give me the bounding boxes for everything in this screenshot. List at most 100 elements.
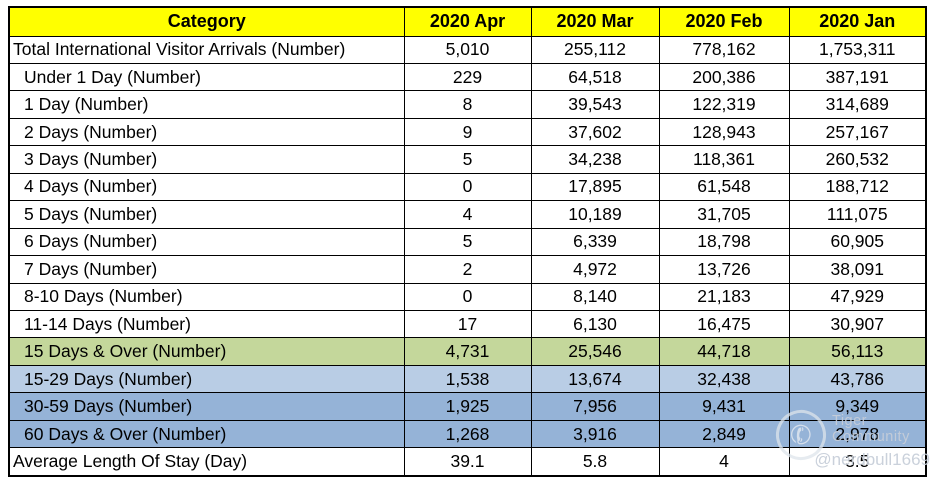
value-cell: 1,925 — [403, 392, 532, 421]
table-row: 30-59 Days (Number) 1,925 7,956 9,431 9,349 — [8, 392, 927, 421]
value-cell: 38,091 — [788, 255, 927, 284]
value-cell: 257,167 — [788, 117, 927, 147]
table-row: Under 1 Day (Number) 229 64,518 200,386 387,… — [8, 62, 927, 92]
value-cell: 8,140 — [530, 282, 660, 312]
value-cell: 260,532 — [788, 145, 927, 174]
value-cell: 21,183 — [658, 282, 790, 312]
value-cell: 2,978 — [788, 419, 927, 449]
value-cell: 10,189 — [530, 200, 660, 229]
value-cell: 3,916 — [530, 419, 660, 449]
value-cell: 229 — [403, 62, 532, 92]
value-cell: 200,386 — [658, 62, 790, 92]
table-row: 2 Days (Number) 9 37,602 128,943 257,167 — [8, 117, 927, 147]
category-cell: 15-29 Days (Number) — [8, 364, 405, 394]
table-row: Total International Visitor Arrivals (Nu… — [8, 35, 927, 64]
category-cell: 8-10 Days (Number) — [8, 282, 405, 312]
value-cell: 37,602 — [530, 117, 660, 147]
category-cell: 2 Days (Number) — [8, 117, 405, 147]
value-cell: 0 — [403, 282, 532, 312]
value-cell: 4 — [403, 200, 532, 229]
value-cell: 6,339 — [530, 227, 660, 257]
category-cell: 15 Days & Over (Number) — [8, 337, 405, 366]
table-row: 11-14 Days (Number) 17 6,130 16,475 30,907 — [8, 310, 927, 339]
value-cell: 1,268 — [403, 419, 532, 449]
category-cell: 30-59 Days (Number) — [8, 392, 405, 421]
value-cell: 9,349 — [788, 392, 927, 421]
value-cell: 188,712 — [788, 172, 927, 202]
value-cell: 0 — [403, 172, 532, 202]
value-cell: 9 — [403, 117, 532, 147]
value-cell: 387,191 — [788, 62, 927, 92]
value-cell: 44,718 — [658, 337, 790, 366]
table-row: 5 Days (Number) 4 10,189 31,705 111,075 — [8, 200, 927, 229]
value-cell: 34,238 — [530, 145, 660, 174]
table-row: 7 Days (Number) 2 4,972 13,726 38,091 — [8, 255, 927, 284]
category-cell: 5 Days (Number) — [8, 200, 405, 229]
category-cell: 1 Day (Number) — [8, 90, 405, 119]
category-cell: 11-14 Days (Number) — [8, 310, 405, 339]
table-row: 4 Days (Number) 0 17,895 61,548 188,712 — [8, 172, 927, 202]
category-cell: 4 Days (Number) — [8, 172, 405, 202]
column-header-category: Category — [8, 6, 405, 37]
table-row: 15 Days & Over (Number) 4,731 25,546 44,718… — [8, 337, 927, 366]
category-cell: Average Length Of Stay (Day) — [8, 447, 405, 477]
value-cell: 32,438 — [658, 364, 790, 394]
value-cell: 778,162 — [658, 35, 790, 64]
value-cell: 56,113 — [788, 337, 927, 366]
category-cell: 3 Days (Number) — [8, 145, 405, 174]
value-cell: 6,130 — [530, 310, 660, 339]
value-cell: 13,726 — [658, 255, 790, 284]
value-cell: 1,538 — [403, 364, 532, 394]
value-cell: 39,543 — [530, 90, 660, 119]
value-cell: 3.5 — [788, 447, 927, 477]
value-cell: 118,361 — [658, 145, 790, 174]
value-cell: 31,705 — [658, 200, 790, 229]
value-cell: 18,798 — [658, 227, 790, 257]
value-cell: 64,518 — [530, 62, 660, 92]
value-cell: 25,546 — [530, 337, 660, 366]
table-row: 1 Day (Number) 8 39,543 122,319 314,689 — [8, 90, 927, 119]
value-cell: 5 — [403, 145, 532, 174]
table-row: Average Length Of Stay (Day) 39.1 5.8 4 3.5 — [8, 447, 927, 477]
value-cell: 4 — [658, 447, 790, 477]
value-cell: 314,689 — [788, 90, 927, 119]
column-header-2020-jan: 2020 Jan — [788, 6, 927, 37]
table-row: 15-29 Days (Number) 1,538 13,674 32,438 43,7… — [8, 364, 927, 394]
value-cell: 60,905 — [788, 227, 927, 257]
value-cell: 13,674 — [530, 364, 660, 394]
value-cell: 4,972 — [530, 255, 660, 284]
category-cell: Under 1 Day (Number) — [8, 62, 405, 92]
value-cell: 43,786 — [788, 364, 927, 394]
value-cell: 17 — [403, 310, 532, 339]
table-row: 3 Days (Number) 5 34,238 118,361 260,532 — [8, 145, 927, 174]
value-cell: 39.1 — [403, 447, 532, 477]
value-cell: 5,010 — [403, 35, 532, 64]
table-body: Total International Visitor Arrivals (Nu… — [8, 35, 927, 477]
value-cell: 16,475 — [658, 310, 790, 339]
value-cell: 128,943 — [658, 117, 790, 147]
column-header-2020-mar: 2020 Mar — [530, 6, 660, 37]
value-cell: 61,548 — [658, 172, 790, 202]
value-cell: 8 — [403, 90, 532, 119]
column-header-2020-feb: 2020 Feb — [658, 6, 790, 37]
value-cell: 5.8 — [530, 447, 660, 477]
category-cell: 7 Days (Number) — [8, 255, 405, 284]
table-row: 60 Days & Over (Number) 1,268 3,916 2,849 2,… — [8, 419, 927, 449]
value-cell: 111,075 — [788, 200, 927, 229]
category-cell: Total International Visitor Arrivals (Nu… — [8, 35, 405, 64]
value-cell: 1,753,311 — [788, 35, 927, 64]
table-row: 8-10 Days (Number) 0 8,140 21,183 47,929 — [8, 282, 927, 312]
value-cell: 47,929 — [788, 282, 927, 312]
value-cell: 7,956 — [530, 392, 660, 421]
value-cell: 2 — [403, 255, 532, 284]
value-cell: 9,431 — [658, 392, 790, 421]
table-row: 6 Days (Number) 5 6,339 18,798 60,905 — [8, 227, 927, 257]
value-cell: 4,731 — [403, 337, 532, 366]
value-cell: 30,907 — [788, 310, 927, 339]
value-cell: 5 — [403, 227, 532, 257]
category-cell: 6 Days (Number) — [8, 227, 405, 257]
value-cell: 17,895 — [530, 172, 660, 202]
value-cell: 2,849 — [658, 419, 790, 449]
category-cell: 60 Days & Over (Number) — [8, 419, 405, 449]
